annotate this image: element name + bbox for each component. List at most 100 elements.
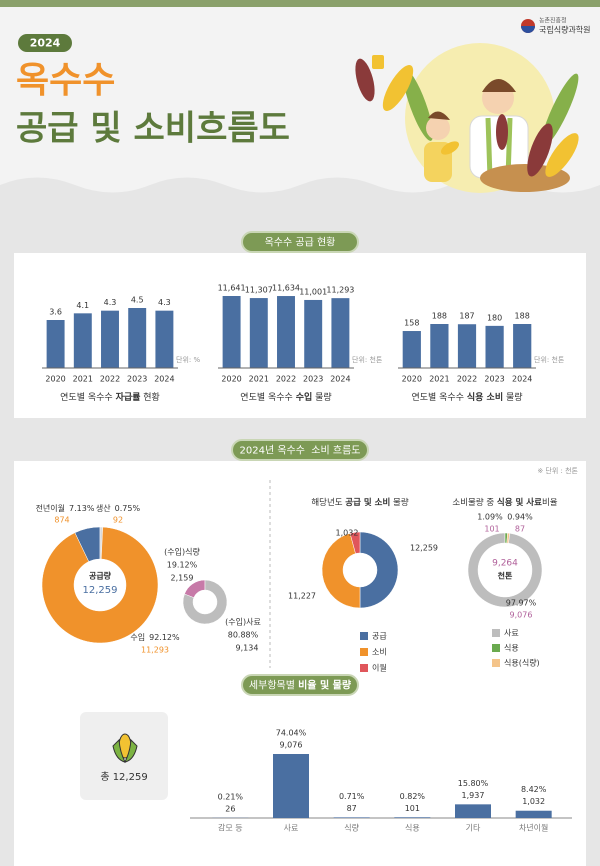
value-label: 4.3 — [158, 298, 171, 307]
corn-icon — [112, 733, 138, 763]
value-label: 1,032 — [522, 797, 545, 806]
title-line1: 옥수수 — [16, 60, 115, 101]
unit-label: 단위: 천톤 — [534, 355, 565, 364]
corn — [527, 123, 553, 177]
legend-swatch — [360, 664, 368, 672]
center-title: 천톤 — [498, 571, 513, 581]
caption-part: 소비물량 중 — [452, 497, 497, 508]
legend-swatch — [360, 648, 368, 656]
caption-part: 자급률 — [116, 391, 141, 403]
value-label: 92 — [113, 516, 123, 525]
percent-label: 74.04% — [276, 729, 307, 738]
section-pill — [241, 674, 359, 696]
caption-part: 수입 — [296, 391, 313, 403]
caption: 연도별 옥수수 수입 물량 — [240, 391, 331, 403]
x-tick-label: 차년이월 — [519, 823, 548, 833]
bar — [455, 804, 491, 818]
category-name: 수입 — [130, 633, 145, 642]
center-title: 공급량 — [89, 571, 112, 581]
x-tick-label: 2024 — [512, 375, 532, 384]
caption-part: 식용 및 사료 — [497, 497, 542, 508]
value-label: 3.6 — [49, 308, 62, 317]
caption: 소비물량 중 식용 및 사료비율 — [452, 497, 557, 508]
percent-label: 0.71% — [339, 792, 365, 801]
section-title: 2024년 옥수수 소비 흐름도 — [240, 445, 361, 457]
category-name: (수입)식량 — [164, 547, 200, 557]
percent-label: 8.42% — [521, 785, 547, 794]
value-label: 188 — [432, 312, 447, 321]
man-hair — [482, 79, 516, 92]
x-tick-label: 2020 — [221, 375, 241, 384]
bar — [273, 754, 309, 818]
x-tick-label: 사료 — [284, 824, 299, 833]
legend-swatch — [492, 659, 500, 667]
unit-label: 단위: % — [176, 355, 200, 364]
value-label: 158 — [404, 319, 419, 328]
unit-note: ※ 단위 : 천톤 — [537, 466, 578, 475]
slice-label: 전년이월 7.13% — [36, 503, 95, 513]
legend-swatch — [360, 632, 368, 640]
percent-label: 92.12% — [149, 633, 180, 642]
corn — [372, 55, 384, 69]
top-bar — [0, 0, 600, 7]
title-line2: 공급 및 소비흐름도 — [16, 109, 290, 149]
legend-label: 식용(식량) — [504, 658, 540, 668]
value-label: 101 — [484, 525, 499, 534]
bar — [513, 324, 532, 368]
percent-label: 0.94% — [507, 513, 533, 522]
corn-leaves — [112, 738, 138, 763]
corn — [440, 141, 460, 155]
donut-slice — [467, 532, 543, 608]
bar — [394, 817, 431, 818]
x-tick-label: 2020 — [402, 375, 422, 384]
x-tick-label: 식용 — [405, 824, 420, 833]
caption-part: 해당년도 — [311, 497, 345, 508]
org1: 농촌진흥청 — [539, 17, 567, 25]
x-tick-label: 기타 — [466, 824, 481, 833]
percent-label: 0.21% — [218, 792, 244, 801]
percent-label: 19.12% — [167, 561, 198, 570]
x-tick-label: 2021 — [73, 375, 93, 384]
leaf — [402, 69, 434, 141]
percent-label: 0.82% — [400, 792, 426, 801]
legend-swatch — [492, 629, 500, 637]
x-tick-label: 2023 — [484, 375, 504, 384]
value-label: 87 — [515, 525, 525, 534]
total-text: 총 12,259 — [100, 771, 147, 783]
donut-slice — [182, 579, 228, 625]
detail-title-part: 비율 및 물량 — [298, 679, 352, 692]
donut-slice — [321, 533, 361, 609]
center-value: 9,264 — [492, 559, 518, 569]
donut-slice — [359, 531, 399, 609]
center-value: 12,259 — [83, 585, 118, 596]
x-tick-label: 2020 — [45, 375, 65, 384]
bar — [249, 298, 268, 368]
value-label: 874 — [54, 516, 69, 525]
child-hair — [428, 111, 450, 120]
slice-label: 생산 0.75% — [96, 503, 141, 513]
donut-slice — [349, 531, 361, 554]
value-label: 4.5 — [131, 296, 144, 305]
value-label: 1,937 — [462, 791, 485, 800]
caption: 연도별 옥수수 자급률 현황 — [60, 391, 160, 403]
percent-label: 0.75% — [115, 504, 141, 513]
section-title: 옥수수 공급 현황 — [265, 237, 336, 249]
legend-label: 공급 — [372, 632, 387, 641]
legend-label: 사료 — [504, 629, 519, 638]
donut-slice — [41, 526, 159, 644]
unit-label: 단위: 천톤 — [352, 355, 383, 364]
value-label: 11,227 — [288, 592, 316, 601]
value-label: 11,307 — [245, 286, 273, 295]
donut-slice — [506, 532, 510, 544]
value-label: 12,259 — [410, 544, 438, 553]
legend-label: 식용 — [504, 644, 519, 653]
value-label: 11,641 — [218, 284, 246, 293]
corn — [496, 114, 508, 150]
corn — [382, 65, 414, 111]
detail-title-part: 세부항목별 — [249, 680, 298, 692]
slice-label: 수입 92.12% — [130, 633, 180, 642]
bar — [304, 299, 323, 368]
caption-part: 식용 소비 — [467, 391, 503, 403]
value-label: 180 — [487, 313, 502, 322]
